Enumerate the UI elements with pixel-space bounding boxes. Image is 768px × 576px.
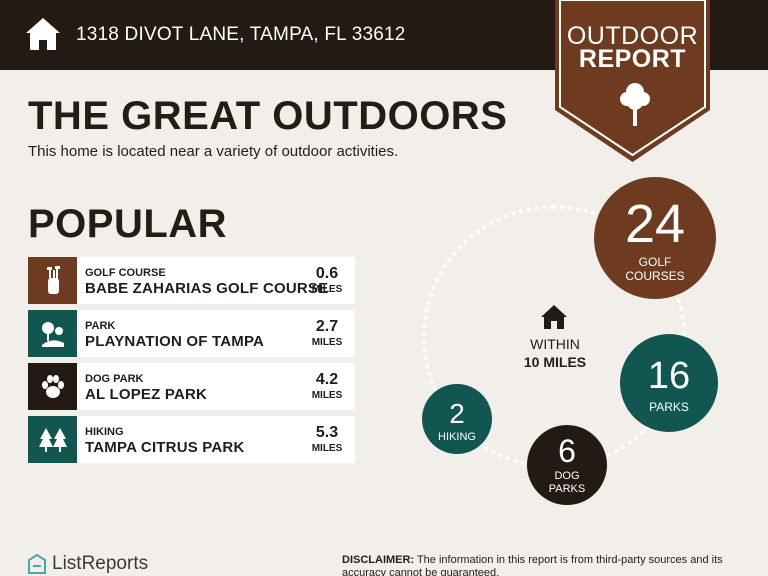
count-number: 6	[558, 433, 576, 469]
within-distance: 10 MILES	[523, 354, 587, 370]
count-number: 24	[624, 194, 686, 254]
popular-row-golf: GOLF COURSE BABE ZAHARIAS GOLF COURSE 0.…	[28, 257, 355, 304]
row-category: DOG PARK	[85, 373, 144, 385]
disclaimer-label: DISCLAIMER:	[342, 554, 415, 566]
popular-row-hiking: HIKING TAMPA CITRUS PARK 5.3 MILES	[28, 416, 355, 463]
count-label: HIKING	[438, 431, 476, 443]
count-number: 2	[449, 398, 465, 429]
within-text: WITHIN	[530, 336, 580, 352]
outdoor-report-badge	[555, 0, 710, 162]
count-label: COURSES	[625, 269, 685, 283]
listreports-logo-text: ListReports	[52, 553, 149, 574]
listreports-logo-icon	[28, 554, 46, 574]
paw-icon	[28, 363, 77, 410]
count-number: 16	[647, 355, 691, 397]
park-icon	[28, 310, 77, 357]
count-label: DOG	[554, 470, 580, 482]
dog-parks-count: 6 DOG PARKS	[527, 425, 607, 505]
within-label: WITHIN 10 MILES	[500, 335, 610, 371]
home-icon	[541, 305, 567, 329]
badge-title-outdoor: OUTDOOR	[566, 22, 699, 50]
row-unit: MILES	[311, 390, 343, 401]
count-label: PARKS	[649, 400, 689, 414]
golf-courses-count: 24 GOLF COURSES	[594, 177, 716, 299]
golf-bag-icon	[28, 257, 77, 304]
home-icon	[26, 18, 60, 50]
disclaimer-text: The information in this report is from t…	[342, 554, 723, 576]
row-category: HIKING	[85, 426, 124, 438]
row-name: AL LOPEZ PARK	[85, 386, 208, 403]
row-name: BABE ZAHARIAS GOLF COURSE	[85, 280, 329, 297]
count-label: GOLF	[638, 255, 672, 269]
hiking-count: 2 HIKING	[422, 384, 492, 454]
row-category: GOLF COURSE	[85, 267, 166, 279]
row-unit: MILES	[311, 284, 343, 295]
parks-count: 16 PARKS	[620, 334, 718, 432]
page-title: THE GREAT OUTDOORS	[28, 94, 508, 138]
count-label: PARKS	[548, 483, 586, 495]
page-subtitle: This home is located near a variety of o…	[28, 143, 399, 160]
pine-trees-icon	[28, 416, 77, 463]
row-name: PLAYNATION OF TAMPA	[85, 333, 265, 350]
row-unit: MILES	[311, 443, 343, 454]
popular-heading: POPULAR	[28, 202, 228, 246]
popular-row-park: PARK PLAYNATION OF TAMPA 2.7 MILES	[28, 310, 355, 357]
row-distance: 0.6	[315, 265, 339, 282]
row-distance: 4.2	[315, 371, 339, 388]
popular-row-dog-park: DOG PARK AL LOPEZ PARK 4.2 MILES	[28, 363, 355, 410]
row-category: PARK	[85, 320, 116, 332]
row-unit: MILES	[311, 337, 343, 348]
row-distance: 2.7	[315, 318, 339, 335]
property-address: 1318 DIVOT LANE, TAMPA, FL 33612	[76, 24, 406, 45]
row-distance: 5.3	[315, 424, 339, 441]
row-name: TAMPA CITRUS PARK	[85, 439, 245, 456]
badge-title-report: REPORT	[578, 45, 687, 73]
tree-icon	[620, 83, 650, 126]
disclaimer: DISCLAIMER: The information in this repo…	[342, 554, 742, 576]
